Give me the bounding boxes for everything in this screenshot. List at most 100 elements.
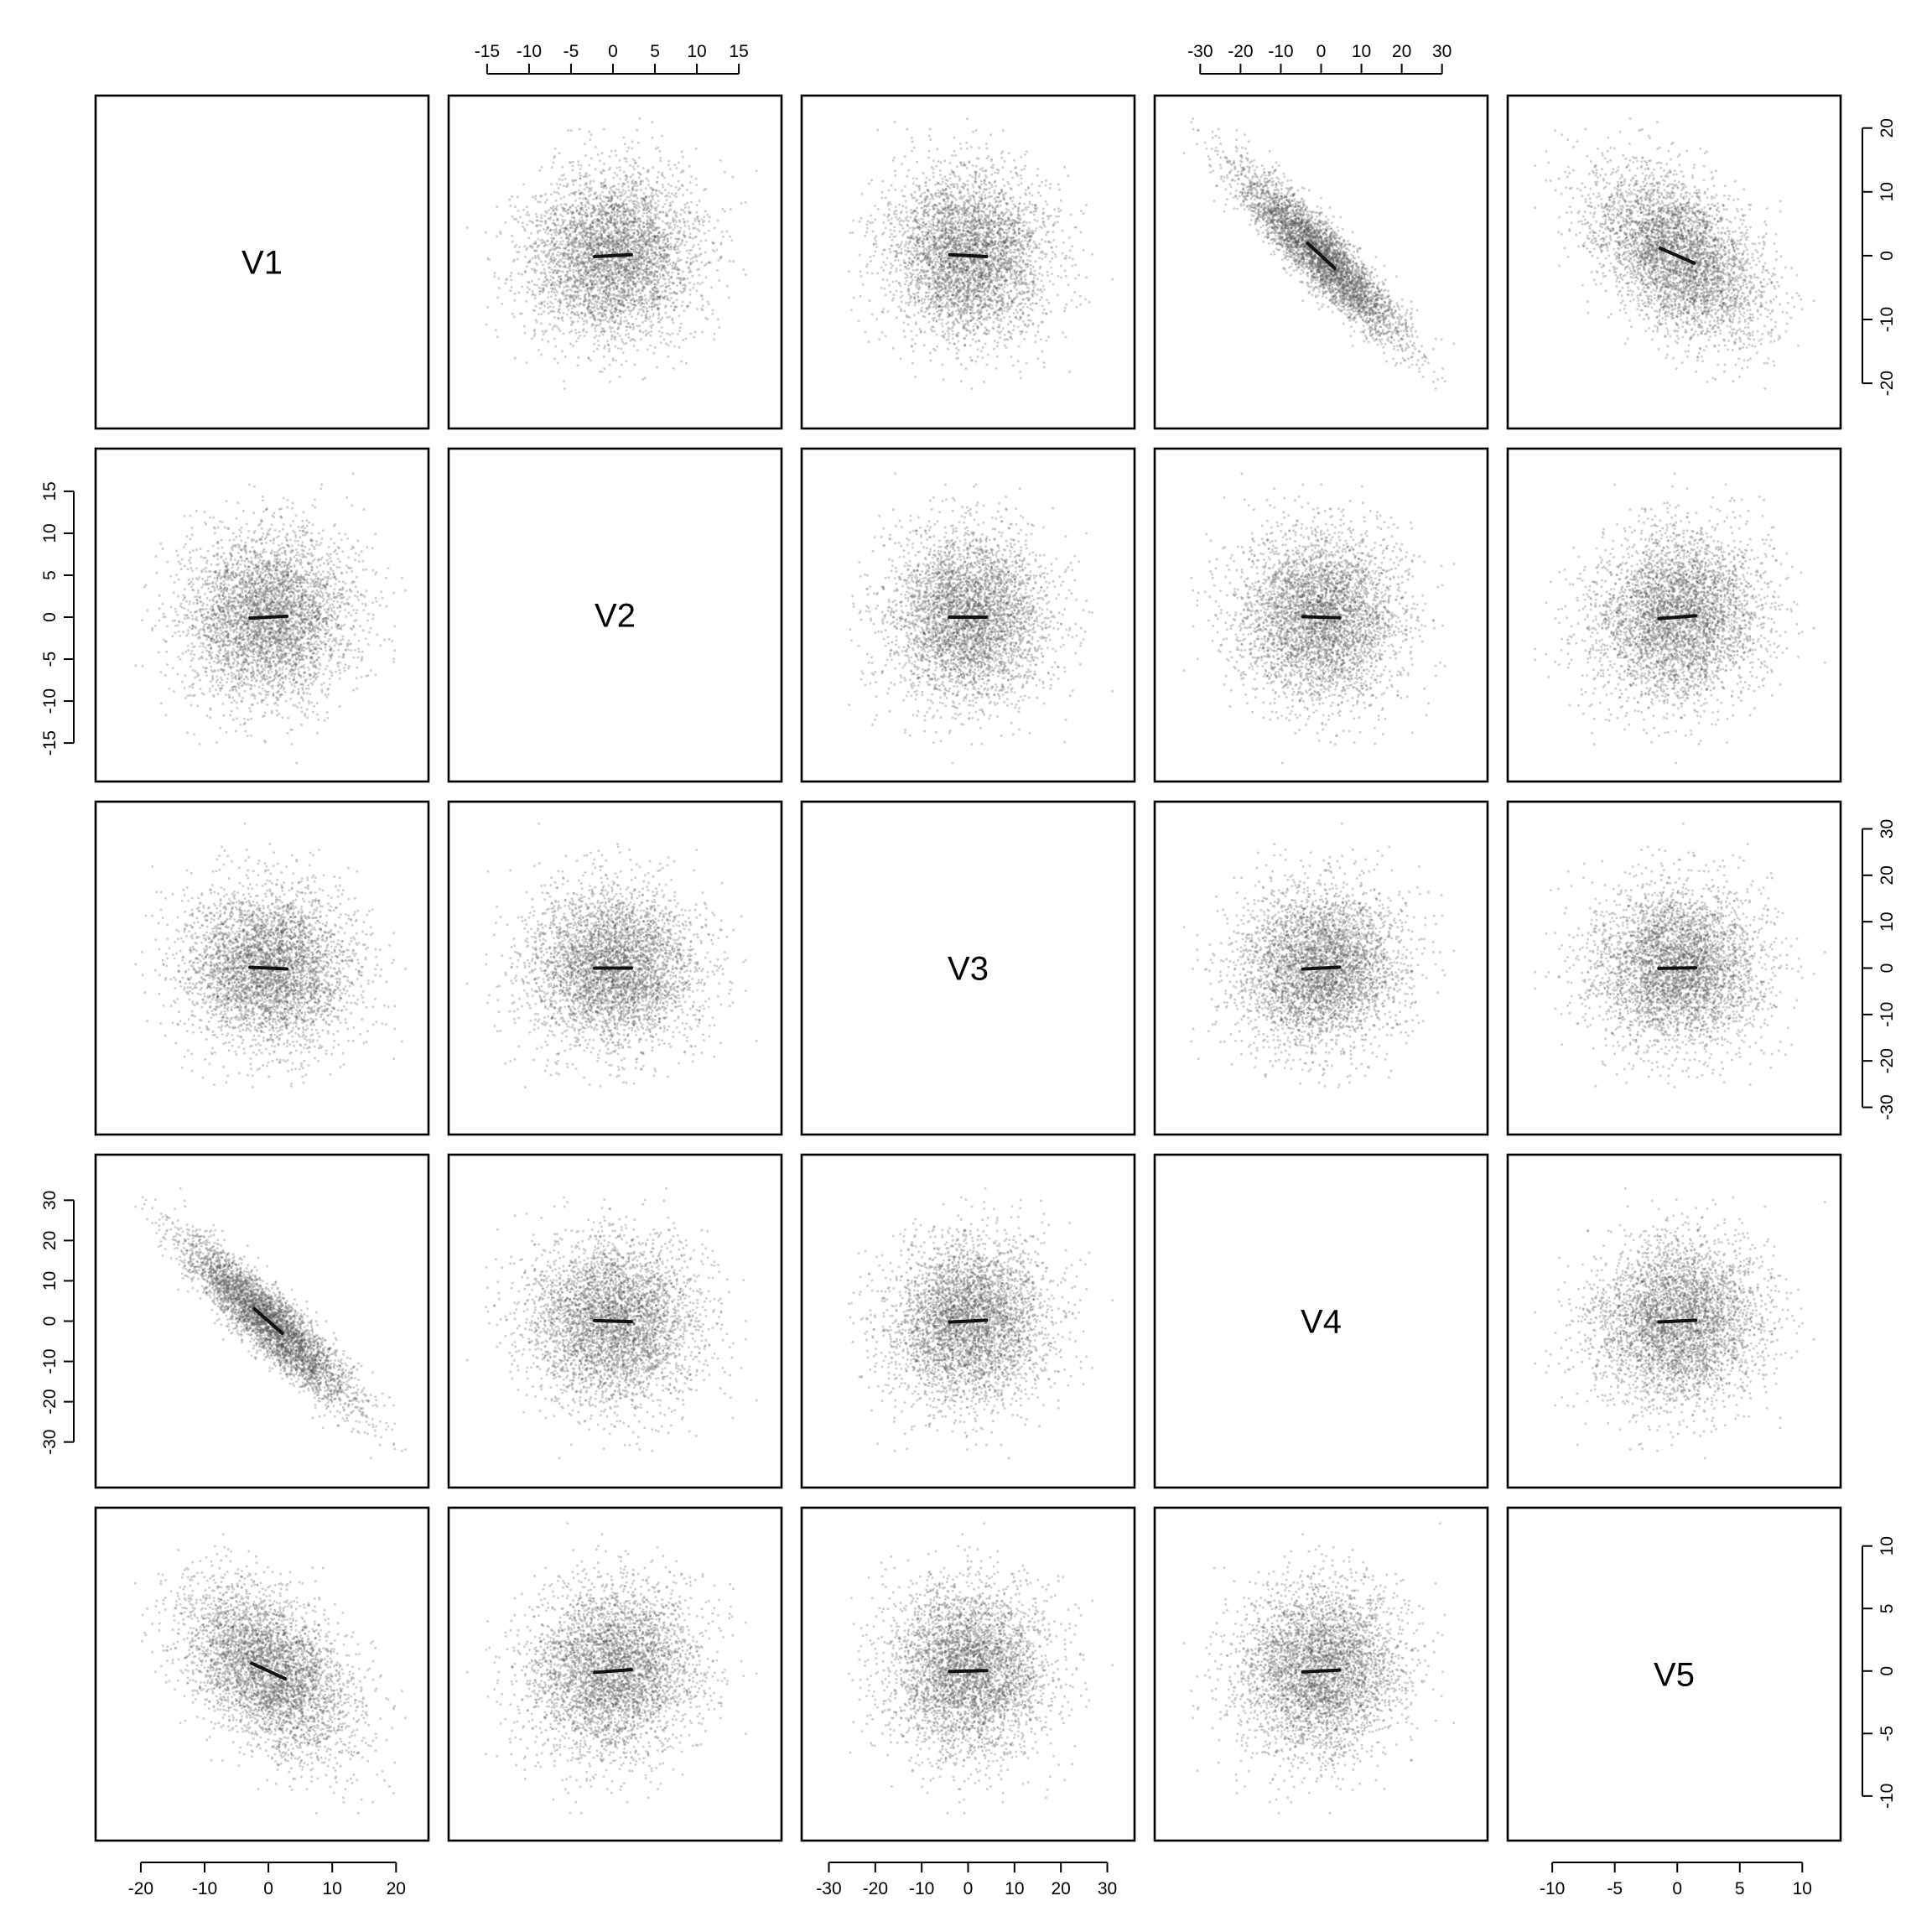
data-point [650, 212, 652, 215]
data-point [617, 328, 620, 330]
data-point [645, 330, 647, 332]
data-point [600, 313, 603, 315]
data-point [682, 194, 684, 196]
data-point [496, 205, 498, 208]
data-point [627, 333, 630, 335]
data-point [579, 335, 581, 337]
data-point [526, 265, 528, 267]
data-point [517, 210, 519, 212]
data-point [501, 303, 503, 305]
data-point [541, 283, 543, 286]
data-point [632, 165, 635, 168]
data-point [697, 282, 699, 284]
data-point [700, 218, 703, 221]
data-point [650, 320, 652, 323]
data-point [599, 194, 601, 196]
data-point [671, 317, 673, 319]
data-point [667, 271, 670, 273]
data-point [536, 321, 538, 324]
data-point [672, 200, 674, 203]
data-point [550, 193, 553, 195]
data-point [554, 299, 557, 301]
data-point [590, 157, 593, 159]
data-point [495, 329, 497, 331]
data-point [591, 303, 594, 305]
data-point [676, 284, 678, 287]
data-point [653, 283, 656, 285]
data-point [510, 278, 512, 281]
data-point [512, 241, 514, 243]
data-point [603, 330, 605, 333]
data-point [649, 216, 652, 218]
data-point [657, 176, 659, 179]
data-point [657, 213, 659, 216]
data-point [624, 199, 626, 201]
data-point [512, 216, 514, 218]
data-point [536, 284, 538, 287]
data-point [702, 299, 704, 301]
data-point [695, 148, 698, 150]
data-point [678, 346, 681, 349]
data-point [637, 165, 640, 168]
data-point [626, 330, 628, 332]
data-point [580, 239, 583, 242]
data-point [565, 285, 568, 288]
data-point [643, 192, 646, 195]
data-point [688, 225, 690, 227]
data-point [579, 174, 582, 177]
data-point [552, 161, 554, 164]
data-point [731, 176, 734, 179]
data-point [589, 133, 592, 136]
data-point [533, 249, 536, 252]
data-point [538, 349, 540, 351]
data-point [699, 240, 702, 242]
data-point [652, 275, 655, 278]
data-point [612, 177, 615, 179]
data-point [485, 324, 487, 326]
data-point [641, 314, 643, 317]
data-point [661, 332, 663, 335]
data-point [624, 316, 626, 319]
data-point [601, 191, 604, 194]
data-point [573, 217, 575, 220]
data-point [683, 211, 686, 214]
data-point [705, 276, 708, 278]
data-point [543, 304, 546, 307]
data-point [631, 174, 634, 176]
data-point [595, 214, 598, 216]
data-point [513, 299, 516, 302]
data-point [589, 294, 591, 297]
data-point [641, 309, 644, 311]
data-point [513, 258, 516, 261]
data-point [599, 335, 601, 337]
data-point [695, 260, 698, 262]
data-point [578, 294, 580, 297]
data-point [688, 165, 691, 168]
data-point [608, 348, 610, 351]
data-point [618, 293, 621, 295]
data-point [610, 312, 613, 314]
data-point [512, 313, 514, 315]
data-point [540, 313, 543, 315]
panel-V1-V1: V1 [96, 96, 428, 428]
data-point [671, 193, 673, 195]
data-point [644, 314, 647, 317]
data-point [676, 299, 678, 301]
data-point [657, 195, 659, 197]
data-point [544, 201, 547, 204]
data-point [564, 387, 566, 390]
data-point [566, 302, 569, 304]
data-point [590, 306, 593, 309]
data-point [636, 129, 638, 132]
data-point [558, 330, 561, 332]
data-point [563, 184, 565, 187]
data-point [568, 309, 570, 311]
data-point [742, 268, 745, 271]
data-point [627, 185, 630, 188]
data-point [536, 216, 538, 218]
data-point [549, 243, 552, 246]
data-point [551, 166, 553, 169]
data-point [609, 364, 611, 366]
data-point [521, 285, 523, 288]
data-point [636, 184, 638, 187]
